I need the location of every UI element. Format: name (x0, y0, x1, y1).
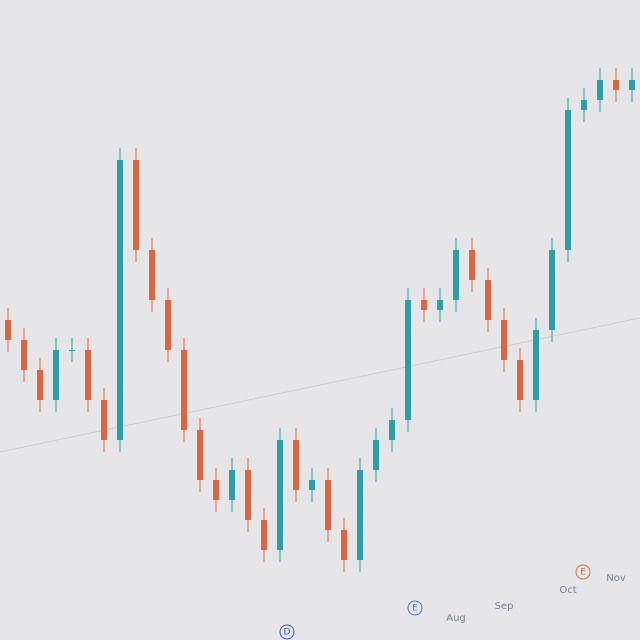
x-tick-label: Aug (446, 613, 466, 624)
candle-body (533, 330, 539, 400)
candle-body (565, 110, 571, 250)
candle-body (517, 360, 523, 400)
candle-body (245, 470, 251, 520)
candle-body (405, 300, 411, 420)
candle-body (277, 440, 283, 550)
x-tick-label: Nov (606, 573, 626, 584)
candle-body (373, 440, 379, 470)
candle-body (597, 80, 603, 100)
candle-body (85, 350, 91, 400)
candle-body (133, 160, 139, 250)
event-label: E (412, 604, 418, 614)
event-label: D (284, 628, 291, 638)
candle-body (69, 350, 75, 351)
candle-body (197, 430, 203, 480)
candle-body (149, 250, 155, 300)
event-marker (279, 624, 295, 640)
event-label: E (580, 568, 586, 578)
candle-body (421, 300, 427, 310)
candle-body (549, 250, 555, 330)
event-marker (575, 564, 591, 580)
candle-body (613, 80, 619, 90)
candle-body (325, 480, 331, 530)
candle-body (437, 300, 443, 310)
candle-body (181, 350, 187, 430)
candle-body (213, 480, 219, 500)
candle-body (501, 320, 507, 360)
candle-body (53, 350, 59, 400)
candle-body (357, 470, 363, 560)
x-tick-label: Sep (495, 601, 514, 612)
candle-body (101, 400, 107, 440)
candle-body (21, 340, 27, 370)
candle-body (293, 440, 299, 490)
candle-body (309, 480, 315, 490)
x-tick-label: Oct (559, 585, 576, 596)
candle-body (37, 370, 43, 400)
event-marker (407, 600, 423, 616)
candle-body (389, 420, 395, 440)
candle-body (341, 530, 347, 560)
candle-body (5, 320, 11, 340)
candle-body (581, 100, 587, 110)
candle-body (469, 250, 475, 280)
candle-body (229, 470, 235, 500)
candle-body (165, 300, 171, 350)
candle-body (117, 160, 123, 440)
candle-body (453, 250, 459, 300)
candle-body (629, 80, 635, 90)
candle-body (485, 280, 491, 320)
candle-body (261, 520, 267, 550)
